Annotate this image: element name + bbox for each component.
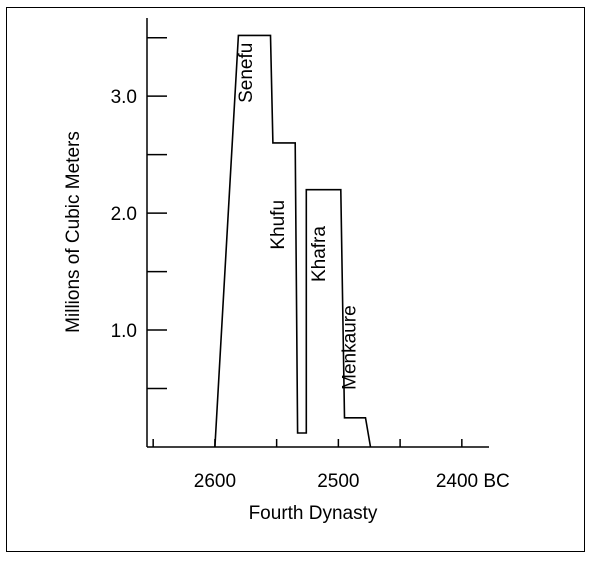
x-tick-labels: 2600 2500 2400 BC [194, 471, 510, 492]
x-tick-label-0: 2600 [194, 471, 236, 492]
chart-frame [6, 7, 585, 552]
y-tick-labels: 1.0 2.0 3.0 [111, 87, 137, 342]
y-axis-label: Millions of Cubic Meters [63, 131, 84, 333]
x-tick-label-2: 2400 BC [436, 471, 510, 492]
x-tick-label-1: 2500 [317, 471, 359, 492]
axes [146, 18, 489, 448]
annotation-senefu: Senefu [236, 43, 257, 103]
x-axis-label: Fourth Dynasty [249, 503, 378, 524]
data-points [214, 35, 371, 448]
y-tick-label-0: 1.0 [111, 321, 137, 342]
y-ticks [147, 36, 167, 390]
annotation-menkaure: Menkaure [340, 305, 361, 390]
annotations: Senefu Khufu Khafra Menkaure [236, 43, 361, 390]
annotation-khafra: Khafra [309, 226, 330, 282]
y-tick-label-1: 2.0 [111, 204, 137, 225]
x-ticks [152, 439, 463, 447]
series-line [214, 34, 372, 448]
annotation-khufu: Khufu [268, 200, 289, 250]
y-tick-label-2: 3.0 [111, 87, 137, 108]
